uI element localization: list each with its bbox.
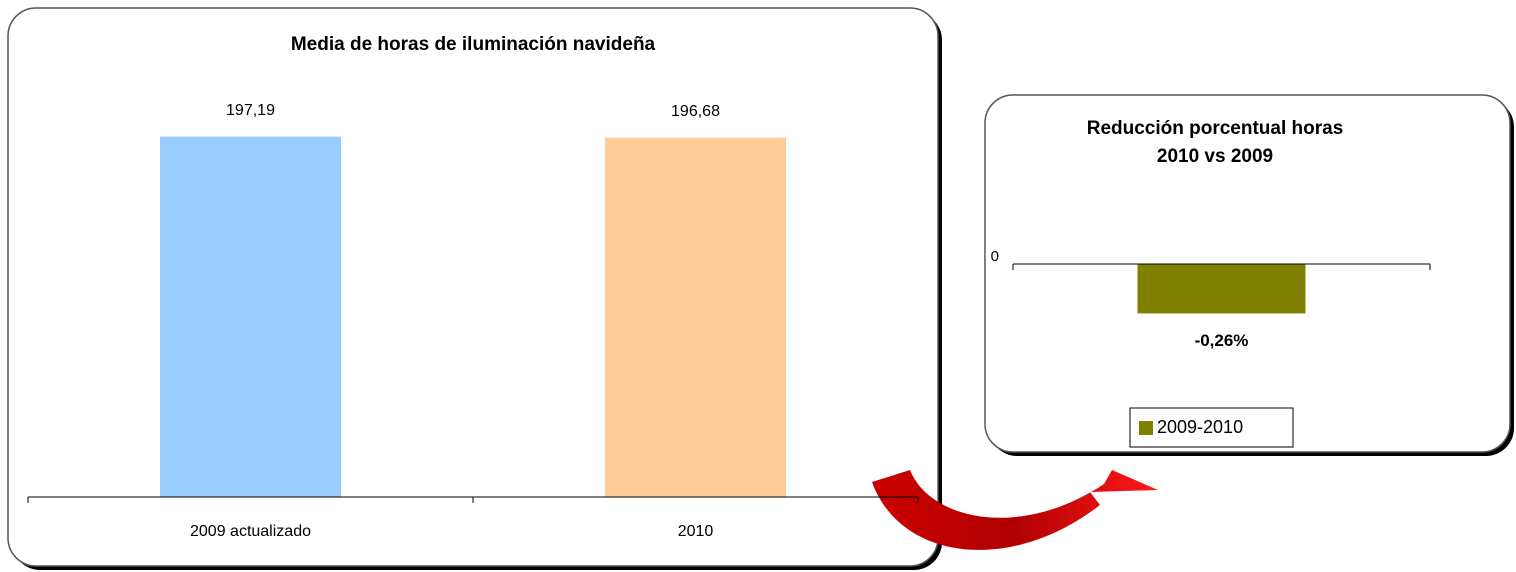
legend-box — [1129, 407, 1294, 448]
arrow — [872, 470, 1158, 550]
bar — [1137, 264, 1306, 314]
panel — [7, 7, 939, 567]
chart-title: Media de horas de iluminación navideña — [291, 34, 656, 55]
bar — [605, 137, 786, 497]
chart: Reducción porcentual horas 2010 vs 2009 0 -… — [991, 118, 1431, 448]
legend-swatch — [1139, 421, 1153, 435]
chart-title: 2010 vs 2009 — [1157, 146, 1273, 167]
bar — [160, 136, 341, 497]
value-label: 196,68 — [671, 103, 720, 120]
value-label: -0,26% — [1195, 331, 1249, 350]
legend-label: 2009-2010 — [1157, 417, 1243, 437]
chart-title: Reducción porcentual horas — [1087, 118, 1344, 139]
x-tick-label: 2009 actualizado — [190, 523, 311, 540]
chart: Media de horas de iluminación navideña 19… — [27, 34, 919, 540]
value-label: 197,19 — [226, 102, 275, 119]
y-tick-label: 0 — [991, 248, 999, 265]
x-tick-label: 2010 — [678, 523, 714, 540]
